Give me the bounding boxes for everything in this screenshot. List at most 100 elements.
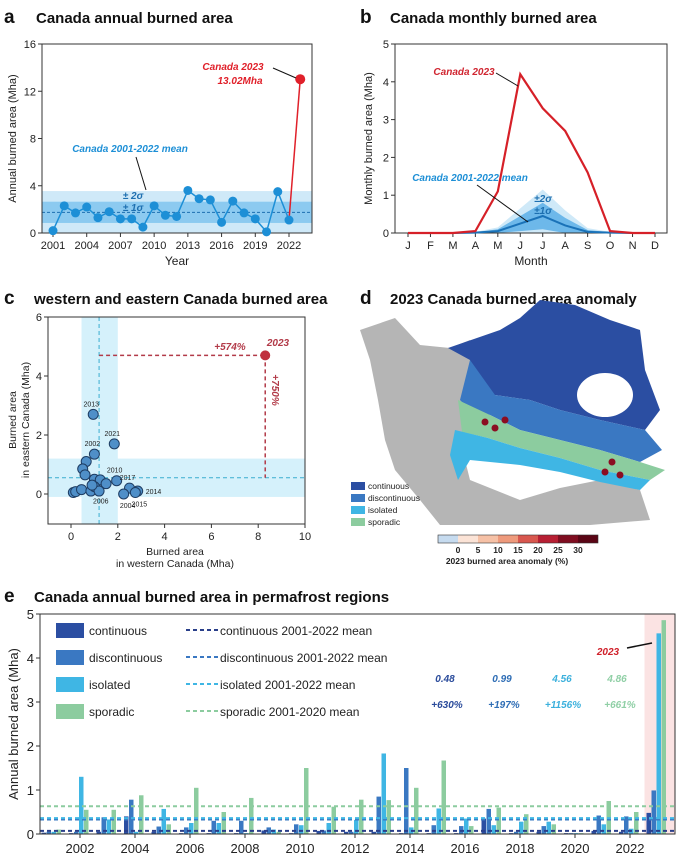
colorbar-swatch bbox=[538, 535, 558, 543]
bar-discontinuous-2003 bbox=[101, 817, 106, 834]
x-tick-label: M bbox=[493, 240, 502, 252]
y-tick-label: 5 bbox=[383, 39, 389, 51]
legend-swatch-discontinuous bbox=[351, 494, 365, 502]
colorbar-swatch bbox=[498, 535, 518, 543]
y-tick-label: 3 bbox=[27, 695, 34, 710]
legend-label-continuous-mean: continuous 2001-2022 mean bbox=[220, 624, 372, 638]
burn-anomaly-hotspot bbox=[601, 468, 609, 476]
y-axis-label: Annual burned area (Mha) bbox=[6, 648, 21, 800]
bar-continuous-2022 bbox=[619, 831, 624, 834]
panel-c-2023-label: 2023 bbox=[266, 338, 290, 349]
x-tick-label: 2002 bbox=[66, 841, 95, 856]
panel-d-header: d 2023 Canada burned area anomaly bbox=[360, 288, 637, 309]
legend-swatch-continuous bbox=[351, 482, 365, 490]
x-tick-label: F bbox=[427, 240, 434, 252]
bar-sporadic-2019 bbox=[551, 824, 556, 834]
bar-continuous-2012 bbox=[344, 831, 349, 834]
legend-label-discontinuous-mean: discontinuous 2001-2022 mean bbox=[220, 651, 387, 665]
bar-sporadic-2011 bbox=[331, 806, 336, 834]
bar-isolated-2017 bbox=[491, 825, 496, 834]
x-tick-label: 2016 bbox=[209, 240, 233, 252]
bar-sporadic-2023 bbox=[661, 620, 666, 834]
data-point-2014 bbox=[194, 194, 204, 204]
x-tick-label: 2008 bbox=[231, 841, 260, 856]
colorbar-tick-label: 20 bbox=[533, 545, 543, 555]
colorbar-swatch bbox=[518, 535, 538, 543]
colorbar-tick-label: 30 bbox=[573, 545, 583, 555]
data-point-2005 bbox=[93, 213, 103, 223]
bar-sporadic-2004 bbox=[139, 795, 144, 834]
y-tick-label: 8 bbox=[30, 134, 36, 146]
x-tick-label: 4 bbox=[162, 531, 168, 543]
data-point-2003 bbox=[70, 208, 80, 218]
bar-discontinuous-2014 bbox=[404, 768, 409, 834]
x-tick-label: 2 bbox=[115, 531, 121, 543]
x-tick-label: 6 bbox=[208, 531, 214, 543]
bar-discontinuous-2017 bbox=[486, 808, 491, 834]
bar-isolated-2023 bbox=[656, 633, 661, 834]
x-tick-label: 10 bbox=[299, 531, 311, 543]
x-tick-label: D bbox=[651, 240, 659, 252]
highlight-discontinuous-value: 0.99 bbox=[492, 674, 512, 685]
bar-isolated-2007 bbox=[216, 823, 221, 834]
legend-label-continuous: continuous bbox=[89, 624, 147, 638]
panel-a-mean-label: Canada 2001-2022 mean bbox=[72, 144, 188, 155]
plot-frame bbox=[39, 613, 676, 835]
panel-e-legend: continuous discontinuous isolated sporad… bbox=[56, 623, 387, 719]
panel-letter-d: d bbox=[360, 288, 372, 309]
bar-isolated-2011 bbox=[326, 823, 331, 834]
x-tick-label: 2007 bbox=[108, 240, 132, 252]
legend-label-sporadic: sporadic bbox=[89, 705, 134, 719]
bar-sporadic-2010 bbox=[304, 768, 309, 834]
bar-isolated-2006 bbox=[189, 823, 194, 834]
panel-letter-e: e bbox=[4, 586, 15, 607]
data-point-2009 bbox=[138, 222, 148, 232]
data-point-2006 bbox=[104, 207, 114, 217]
data-point-2021 bbox=[273, 187, 283, 197]
x-tick-label: 2010 bbox=[286, 841, 315, 856]
y-tick-label: 1 bbox=[27, 783, 34, 798]
x-tick-label: A bbox=[472, 240, 480, 252]
data-point-2015 bbox=[205, 195, 215, 205]
data-point-2020 bbox=[262, 227, 272, 237]
data-point-2010 bbox=[149, 201, 159, 211]
point-label: 2002 bbox=[85, 441, 101, 448]
annotation-leader bbox=[135, 156, 147, 191]
highlight-sporadic-value: 4.86 bbox=[606, 674, 627, 685]
point-label: 2021 bbox=[105, 431, 121, 438]
panel-c-header: c western and eastern Canada burned area bbox=[4, 288, 328, 309]
x-tick-label: J bbox=[405, 240, 411, 252]
y-tick-label: 0 bbox=[30, 228, 36, 240]
panel-a-1sigma-label: ± 1σ bbox=[123, 203, 144, 214]
y-axis-label-line1: Burned area bbox=[7, 391, 19, 449]
highlight-isolated-pct: +1156% bbox=[545, 700, 581, 711]
x-tick-label: M bbox=[448, 240, 457, 252]
x-tick-label: 2010 bbox=[142, 240, 166, 252]
x-tick-label: 2012 bbox=[341, 841, 370, 856]
legend-label-discontinuous: discontinuous bbox=[89, 651, 162, 665]
panel-a-2sigma-label: ± 2σ bbox=[123, 191, 144, 202]
colorbar-tick-label: 15 bbox=[513, 545, 523, 555]
bar-continuous-2001 bbox=[41, 832, 46, 834]
bar-sporadic-2006 bbox=[194, 787, 199, 834]
legend-label-sporadic: sporadic bbox=[368, 517, 401, 527]
point-label: 2010 bbox=[107, 468, 123, 475]
y-axis-label: Annual burned area (Mha) bbox=[7, 74, 19, 202]
point-label: 2004 bbox=[120, 503, 136, 510]
x-tick-label: 2020 bbox=[561, 841, 590, 856]
annotation-leader bbox=[495, 72, 519, 87]
x-tick-label: 2019 bbox=[243, 240, 267, 252]
y-tick-label: 5 bbox=[27, 607, 34, 622]
legend-swatch-isolated bbox=[351, 506, 365, 514]
bar-sporadic-2015 bbox=[441, 760, 446, 834]
panel-e-title: Canada annual burned area in permafrost … bbox=[34, 589, 389, 606]
bar-discontinuous-2023 bbox=[651, 790, 656, 834]
bar-sporadic-2016 bbox=[469, 826, 474, 834]
data-point-2002 bbox=[59, 201, 69, 211]
panel-a-title: Canada annual burned area bbox=[36, 10, 233, 27]
y-tick-label: 4 bbox=[36, 371, 42, 383]
legend-swatch-discontinuous bbox=[56, 650, 84, 665]
bar-continuous-2004 bbox=[124, 816, 129, 834]
colorbar-tick-label: 25 bbox=[553, 545, 563, 555]
bar-discontinuous-2015 bbox=[431, 825, 436, 834]
